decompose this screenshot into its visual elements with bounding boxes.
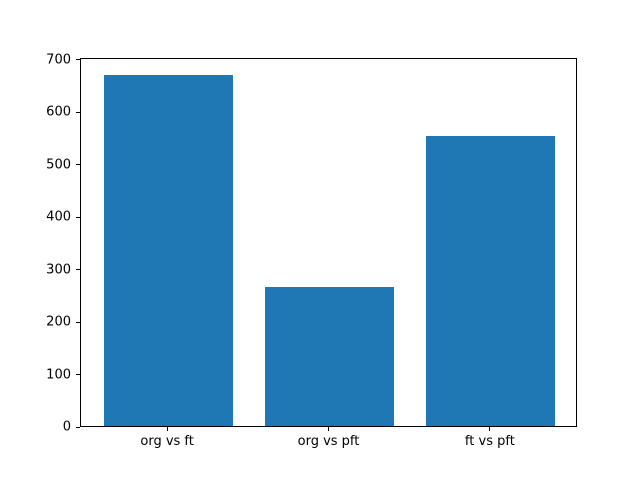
y-tick-mark <box>76 111 80 113</box>
y-tick-mark <box>76 164 80 166</box>
x-tick-label: org vs ft <box>140 434 194 449</box>
bar-ft-vs-pft <box>426 135 556 426</box>
y-tick-label: 500 <box>46 157 71 173</box>
y-tick-mark <box>76 216 80 218</box>
y-tick-label: 600 <box>46 104 71 120</box>
x-tick-label: org vs pft <box>297 434 360 449</box>
x-tick-label: ft vs pft <box>464 434 515 449</box>
y-tick-mark <box>76 269 80 271</box>
y-tick-mark <box>76 426 80 428</box>
x-tick-mark <box>489 427 491 431</box>
y-tick-label: 100 <box>46 367 71 383</box>
y-tick-label: 700 <box>46 52 71 68</box>
x-tick-mark <box>328 427 329 431</box>
y-tick-mark <box>76 374 80 376</box>
x-tick-mark <box>166 427 168 431</box>
y-tick-mark <box>76 59 80 61</box>
bar-org-vs-ft <box>103 74 233 426</box>
plot-area <box>80 58 577 427</box>
y-tick-mark <box>76 321 80 323</box>
y-tick-label: 400 <box>46 209 71 225</box>
y-tick-label: 200 <box>46 314 71 330</box>
bar-org-vs-pft <box>264 287 395 426</box>
y-tick-label: 0 <box>62 419 71 435</box>
y-tick-label: 300 <box>46 262 71 278</box>
